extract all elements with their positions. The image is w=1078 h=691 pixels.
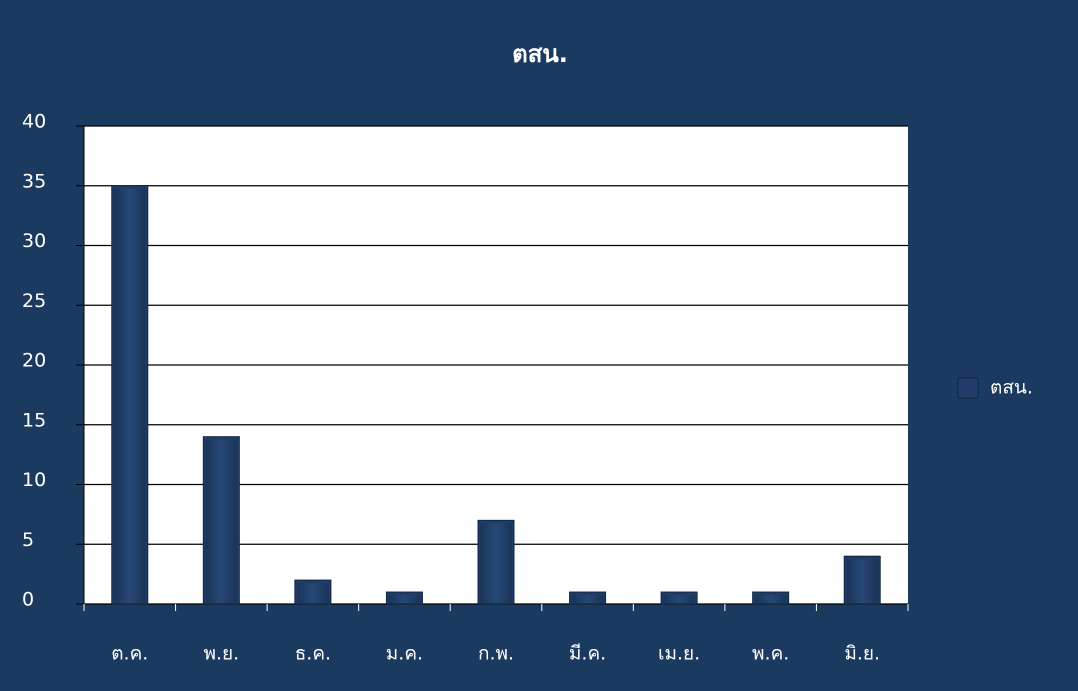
x-tick-label: ม.ค. <box>386 643 423 665</box>
bar-shade <box>388 595 421 603</box>
chart-title: ตสน. <box>512 40 568 68</box>
x-tick-label: พ.ย. <box>203 643 239 665</box>
x-tick-label: ธ.ค. <box>295 643 331 665</box>
bar-shade <box>663 595 696 603</box>
bar-shade <box>571 595 604 603</box>
y-tick-label: 25 <box>22 290 46 312</box>
x-tick-label: มิ.ย. <box>844 643 880 665</box>
bar-shade <box>846 559 879 603</box>
x-tick-label: มี.ค. <box>569 643 606 665</box>
y-tick-label: 10 <box>22 469 46 491</box>
y-tick-label: 20 <box>22 350 46 372</box>
x-tick-label: ต.ค. <box>111 643 148 665</box>
legend-swatch <box>957 377 979 399</box>
bar-shade <box>754 595 787 603</box>
legend-label: ตสน. <box>990 377 1033 399</box>
y-tick-label: 0 <box>22 589 34 611</box>
y-tick-label: 15 <box>22 409 46 431</box>
y-tick-label: 30 <box>22 230 46 252</box>
y-tick-label: 40 <box>22 111 46 133</box>
bar-shade <box>296 583 329 603</box>
bar-shade <box>205 439 238 603</box>
y-tick-label: 35 <box>22 170 46 192</box>
bar-shade <box>113 188 146 603</box>
x-tick-label: พ.ค. <box>752 643 789 665</box>
x-tick-label: เม.ย. <box>658 643 700 665</box>
bar-shade <box>480 523 512 603</box>
x-tick-label: ก.พ. <box>478 643 514 665</box>
y-tick-label: 5 <box>22 529 34 551</box>
